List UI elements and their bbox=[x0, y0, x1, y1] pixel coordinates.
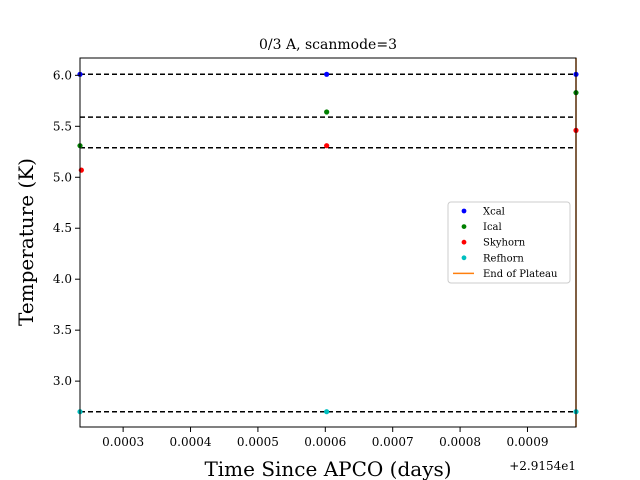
x-tick-label: 0.0008 bbox=[439, 435, 481, 449]
x-tick-label: 0.0007 bbox=[372, 435, 414, 449]
y-axis: 3.0 3.5 4.0 4.5 5.0 5.5 6.0 bbox=[53, 68, 80, 388]
legend-marker bbox=[461, 255, 467, 261]
x-tick-label: 0.0004 bbox=[170, 435, 212, 449]
x-tick-label: 0.0005 bbox=[237, 435, 279, 449]
y-tick-label: 4.5 bbox=[53, 221, 72, 235]
data-point bbox=[324, 109, 330, 115]
legend-label: Skyhorn bbox=[483, 238, 526, 249]
x-tick-label: 0.0003 bbox=[102, 435, 144, 449]
legend-marker bbox=[461, 239, 467, 245]
series-ical bbox=[77, 90, 579, 149]
data-point bbox=[324, 71, 330, 77]
series-skyhorn bbox=[78, 127, 579, 173]
x-axis: 0.0003 0.0004 0.0005 0.0006 0.0007 0.0008 0.00… bbox=[102, 427, 548, 449]
legend-label: End of Plateau bbox=[483, 269, 558, 280]
x-tick-label: 0.0006 bbox=[304, 435, 346, 449]
chart-title: 0/3 A, scanmode=3 bbox=[259, 37, 397, 53]
data-point bbox=[324, 409, 330, 415]
y-tick-label: 6.0 bbox=[53, 68, 72, 82]
legend-label: Ical bbox=[483, 222, 502, 233]
y-tick-label: 3.0 bbox=[53, 374, 72, 388]
y-tick-label: 5.5 bbox=[53, 119, 72, 133]
legend: Xcal Ical Skyhorn Refhorn End of Plateau bbox=[447, 201, 571, 284]
x-axis-label: Time Since APCO (days) bbox=[204, 457, 451, 480]
y-tick-label: 5.0 bbox=[53, 170, 72, 184]
legend-marker bbox=[461, 224, 467, 230]
y-tick-label: 4.0 bbox=[53, 272, 72, 286]
legend-box bbox=[447, 201, 571, 284]
y-tick-label: 3.5 bbox=[53, 323, 72, 337]
x-tick-label: 0.0009 bbox=[506, 435, 548, 449]
x-offset-label: +2.9154e1 bbox=[509, 459, 576, 473]
data-point bbox=[324, 143, 330, 149]
legend-label: Refhorn bbox=[483, 253, 524, 264]
legend-label: Xcal bbox=[483, 207, 505, 218]
legend-marker bbox=[461, 208, 467, 214]
y-axis-label: Temperature (K) bbox=[14, 158, 38, 326]
plot-frame bbox=[79, 57, 577, 428]
